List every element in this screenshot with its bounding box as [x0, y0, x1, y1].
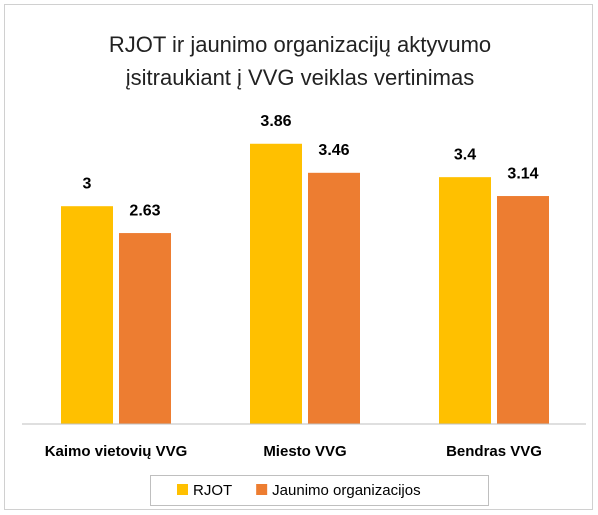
bar [439, 177, 491, 424]
data-label: 3.86 [260, 113, 291, 130]
bar [497, 196, 549, 424]
legend-label: RJOT [193, 482, 232, 499]
legend-swatch [256, 484, 268, 495]
chart-title: įsitraukiant į VVG veiklas vertinimas [126, 65, 474, 90]
legend-label: Jaunimo organizacijos [272, 482, 420, 499]
data-label: 3 [83, 175, 92, 192]
data-label: 3.46 [318, 142, 349, 159]
data-label: 2.63 [129, 202, 160, 219]
bar [250, 143, 302, 424]
data-label: 3.4 [454, 146, 476, 163]
data-label: 3.14 [507, 165, 538, 182]
bar [308, 172, 360, 424]
bar [61, 206, 113, 424]
x-tick-label: Miesto VVG [263, 443, 346, 460]
bar [119, 233, 171, 424]
x-tick-label: Kaimo vietovių VVG [45, 443, 188, 460]
x-tick-label: Bendras VVG [446, 443, 542, 460]
legend-swatch [177, 484, 188, 495]
chart-title: RJOT ir jaunimo organizacijų aktyvumo [109, 32, 491, 57]
legend-box [150, 475, 489, 506]
